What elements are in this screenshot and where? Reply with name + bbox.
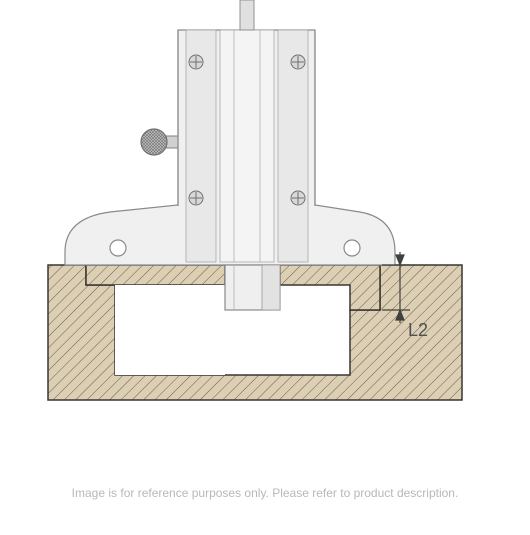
screw-icon [291, 191, 305, 205]
depth-gauge [65, 0, 395, 310]
screw-icon [189, 191, 203, 205]
screw-icon [189, 55, 203, 69]
diagram-canvas [0, 0, 530, 530]
base-hole-left [110, 240, 126, 256]
screw-icon [291, 55, 305, 69]
thumb-knob-icon [141, 129, 178, 155]
disclaimer-text: Image is for reference purposes only. Pl… [0, 486, 530, 500]
dimension-label-l2: L2 [408, 320, 428, 341]
base-hole-right [344, 240, 360, 256]
